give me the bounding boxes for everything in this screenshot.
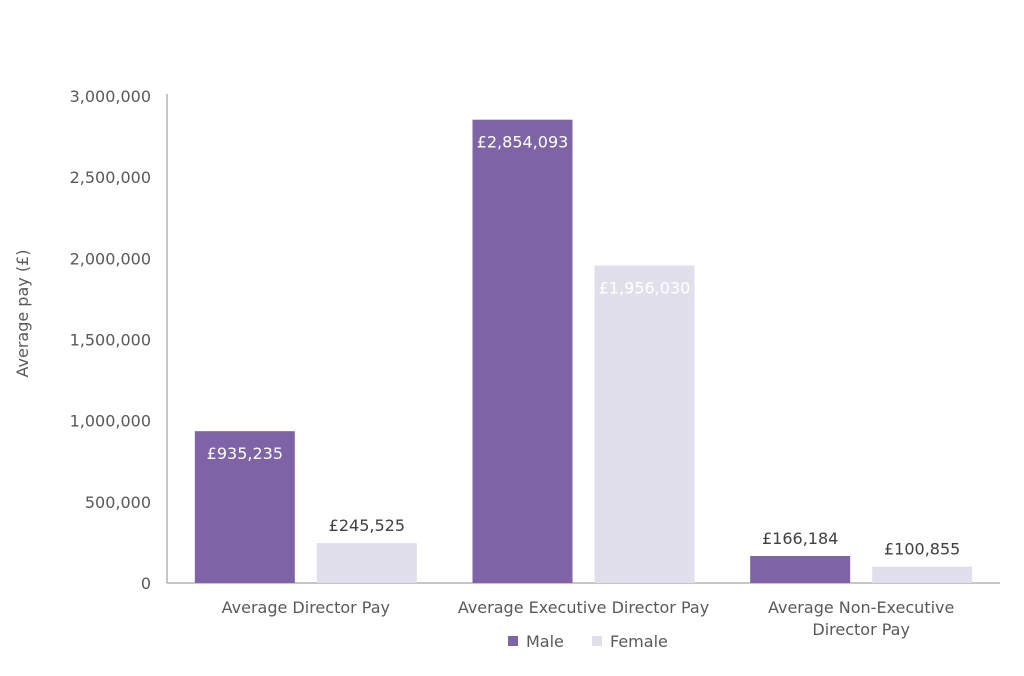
data-label: £166,184	[762, 529, 838, 548]
legend-swatch-female	[592, 636, 602, 646]
y-tick-label: 1,500,000	[70, 331, 151, 350]
legend-label-male: Male	[526, 632, 564, 651]
bar-male	[750, 556, 851, 583]
y-tick-label: 1,000,000	[70, 412, 151, 431]
y-tick-label: 500,000	[85, 493, 151, 512]
bar-female	[872, 566, 973, 583]
data-label: £100,855	[884, 540, 960, 559]
bar-female	[594, 265, 695, 583]
y-axis-label: Average pay (£)	[13, 250, 32, 378]
x-category-label: Average Non-Executive	[768, 598, 954, 617]
x-category-label: Average Director Pay	[222, 598, 390, 617]
y-tick-label: 3,000,000	[70, 87, 151, 106]
data-label: £245,525	[329, 516, 405, 535]
data-label: £935,235	[207, 444, 283, 463]
bar-male	[472, 119, 573, 583]
y-tick-label: 0	[141, 574, 151, 593]
x-category-label: Director Pay	[812, 620, 910, 639]
legend-swatch-male	[508, 636, 518, 646]
y-tick-label: 2,000,000	[70, 249, 151, 268]
y-tick-label: 2,500,000	[70, 168, 151, 187]
data-label: £2,854,093	[477, 133, 569, 152]
bar-male	[194, 431, 295, 583]
data-label: £1,956,030	[599, 278, 691, 297]
bar-female	[316, 543, 417, 583]
x-category-label: Average Executive Director Pay	[458, 598, 709, 617]
legend-label-female: Female	[610, 632, 668, 651]
